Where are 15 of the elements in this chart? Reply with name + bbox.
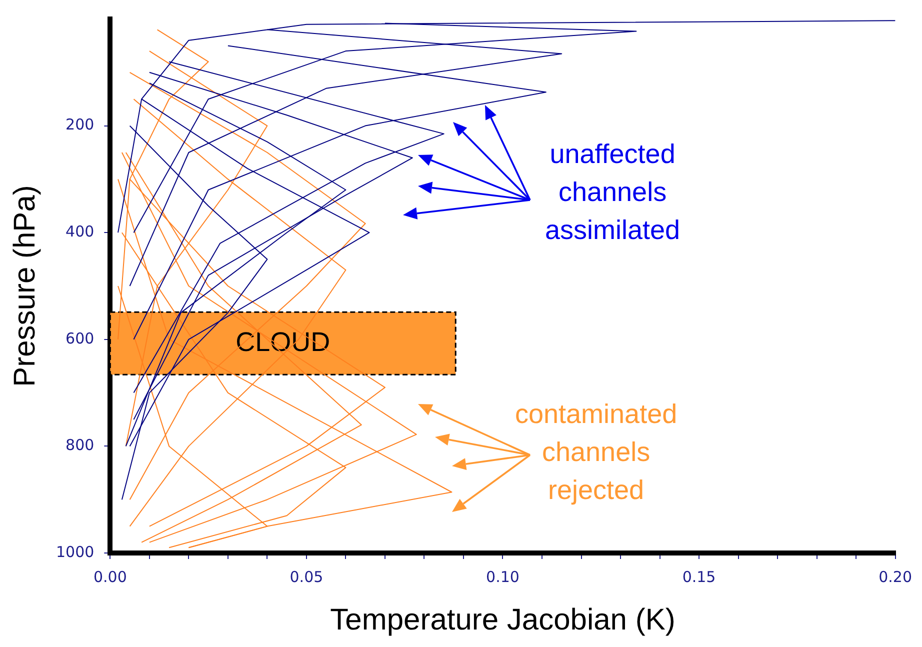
- x-axis-title: Temperature Jacobian (K): [330, 603, 676, 636]
- y-tick-label: 400: [66, 222, 94, 240]
- x-tick-label: 0.20: [878, 568, 912, 586]
- band-label: CLOUD: [236, 326, 330, 357]
- annotation: unaffected channels assimilated: [545, 138, 680, 247]
- annotation: contaminated channels rejected: [515, 398, 678, 507]
- x-tick-label: 0.05: [290, 568, 324, 586]
- y-tick-label: 1000: [56, 542, 94, 561]
- y-axis-title: Pressure (hPa): [8, 185, 42, 387]
- y-tick-label: 600: [66, 329, 94, 348]
- y-tick-label: 800: [66, 436, 94, 454]
- y-tick-label: 200: [66, 116, 94, 134]
- x-tick-label: 0.15: [682, 568, 716, 586]
- x-tick-label: 0.10: [486, 568, 520, 586]
- x-tick-label: 0.00: [93, 568, 127, 586]
